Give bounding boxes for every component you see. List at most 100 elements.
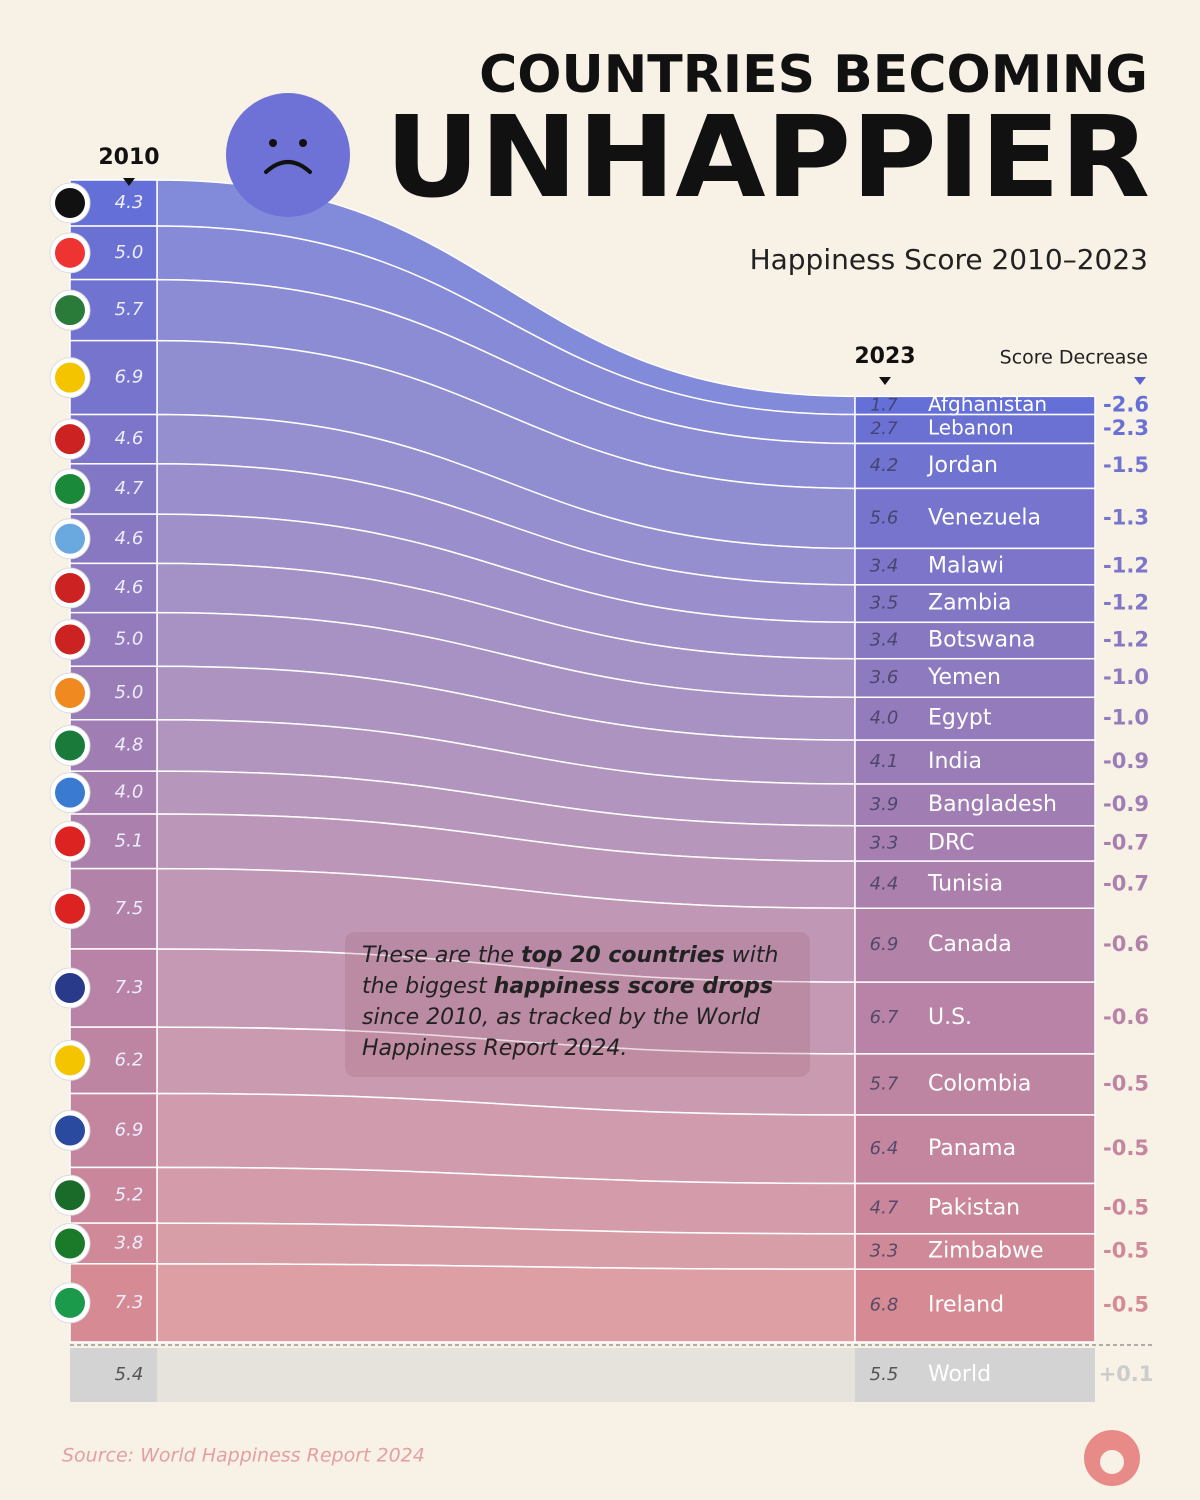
- end-value: 6.9: [870, 934, 899, 955]
- flag-color: [55, 188, 85, 219]
- change-value: -0.5: [1103, 1071, 1149, 1095]
- end-bar: [854, 413, 1096, 445]
- world-end: [855, 1348, 1095, 1402]
- end-value: 6.4: [870, 1138, 899, 1159]
- start-value: 4.7: [115, 478, 144, 499]
- start-value: 6.9: [115, 1119, 144, 1140]
- end-bar: [854, 825, 1096, 862]
- country: Botswana: [928, 628, 1036, 653]
- world-band: [157, 1348, 855, 1402]
- world-end-value: 5.5: [870, 1364, 899, 1385]
- end-value: 4.7: [870, 1198, 899, 1219]
- flag-color: [55, 1228, 85, 1259]
- end-bar: [854, 657, 1096, 699]
- world-name: World: [928, 1362, 991, 1387]
- end-bar: [854, 621, 1096, 660]
- annotation: These are the top 20 countries with the b…: [362, 943, 778, 1061]
- country: Afghanistan: [928, 392, 1047, 416]
- country: Pakistan: [928, 1196, 1020, 1221]
- end-value: 4.2: [870, 455, 899, 476]
- end-value: 2.7: [870, 419, 897, 439]
- annotation-segment: top 20 countries: [521, 943, 725, 968]
- end-bar: [854, 981, 1096, 1055]
- change-value: -0.6: [1103, 1005, 1149, 1029]
- world-start: [70, 1348, 157, 1402]
- country: Zambia: [928, 591, 1012, 616]
- eye: [299, 139, 307, 147]
- annotation-line: the biggest happiness score drops: [362, 974, 773, 999]
- mouth: [264, 160, 312, 174]
- end-value: 1.7: [870, 395, 897, 415]
- source: Source: World Happiness Report 2024: [62, 1445, 425, 1467]
- start-value: 7.5: [115, 898, 144, 919]
- flag-color: [55, 777, 85, 808]
- start-value: 5.7: [115, 299, 144, 320]
- flag-color: [55, 523, 85, 554]
- country: Yemen: [927, 665, 1001, 690]
- end-value: 3.6: [870, 667, 899, 688]
- flag-color: [55, 624, 85, 655]
- end-value: 3.3: [870, 832, 899, 853]
- start-header: 2010: [98, 145, 159, 170]
- country: Zimbabwe: [928, 1239, 1044, 1264]
- change-value: -0.7: [1103, 872, 1149, 896]
- flag-color: [55, 826, 85, 857]
- end-value: 3.4: [870, 556, 899, 577]
- end-bar: [854, 783, 1096, 827]
- start-value: 6.2: [115, 1049, 144, 1070]
- start-value: 4.6: [115, 577, 144, 598]
- end-bar: [854, 1053, 1096, 1116]
- logo-detail: [1100, 1450, 1124, 1474]
- start-value: 4.6: [115, 528, 144, 549]
- ribbon: [156, 1263, 856, 1343]
- country: Colombia: [928, 1071, 1031, 1096]
- change-value: -1.0: [1103, 706, 1149, 730]
- country: DRC: [928, 830, 975, 855]
- annotation-line: Happiness Report 2024.: [362, 1036, 627, 1061]
- country: Malawi: [928, 554, 1004, 579]
- country: U.S.: [928, 1005, 972, 1030]
- end-header: 2023: [854, 344, 915, 369]
- annotation-line: since 2010, as tracked by the World: [362, 1005, 761, 1030]
- start-value: 4.0: [115, 782, 144, 803]
- start-value: 5.1: [115, 830, 144, 851]
- arrow: [123, 178, 135, 186]
- flag-color: [55, 893, 85, 924]
- end-value: 5.6: [870, 507, 899, 528]
- end-bar: [854, 1268, 1096, 1343]
- end-value: 3.5: [870, 593, 899, 614]
- annotation-segment: happiness score drops: [494, 974, 773, 999]
- flag-color: [55, 1115, 85, 1146]
- start-value: 4.3: [115, 192, 144, 213]
- flag-color: [55, 362, 85, 393]
- subtitle: Happiness Score 2010–2023: [750, 243, 1148, 276]
- start-value: 7.3: [115, 1292, 144, 1313]
- change-value: -0.9: [1103, 792, 1149, 816]
- world-start-value: 5.4: [115, 1364, 144, 1385]
- start-value: 5.0: [115, 242, 144, 263]
- country: Ireland: [928, 1293, 1004, 1318]
- start-bar: [69, 225, 158, 281]
- country: Jordan: [926, 453, 998, 478]
- country: Venezuela: [928, 505, 1041, 530]
- end-value: 3.4: [870, 630, 899, 651]
- flag-color: [55, 1180, 85, 1211]
- arrow: [1134, 377, 1146, 385]
- end-value: 3.3: [870, 1241, 899, 1262]
- end-bar: [854, 1182, 1096, 1235]
- bands: [69, 179, 1096, 1402]
- eye: [269, 139, 277, 147]
- annotation-box: [345, 932, 810, 1077]
- world-change: +0.1: [1099, 1362, 1154, 1386]
- title-emphasis: UNHAPPIER: [385, 93, 1150, 223]
- start-value: 5.0: [115, 682, 144, 703]
- change-value: -0.5: [1103, 1136, 1149, 1160]
- change-value: -1.5: [1103, 453, 1149, 477]
- flag-color: [55, 973, 85, 1004]
- flag-color: [55, 1045, 85, 1076]
- country: Canada: [928, 932, 1012, 957]
- annotation-segment: These are the: [362, 943, 521, 968]
- end-value: 4.1: [870, 751, 899, 772]
- change-value: -1.2: [1103, 628, 1149, 652]
